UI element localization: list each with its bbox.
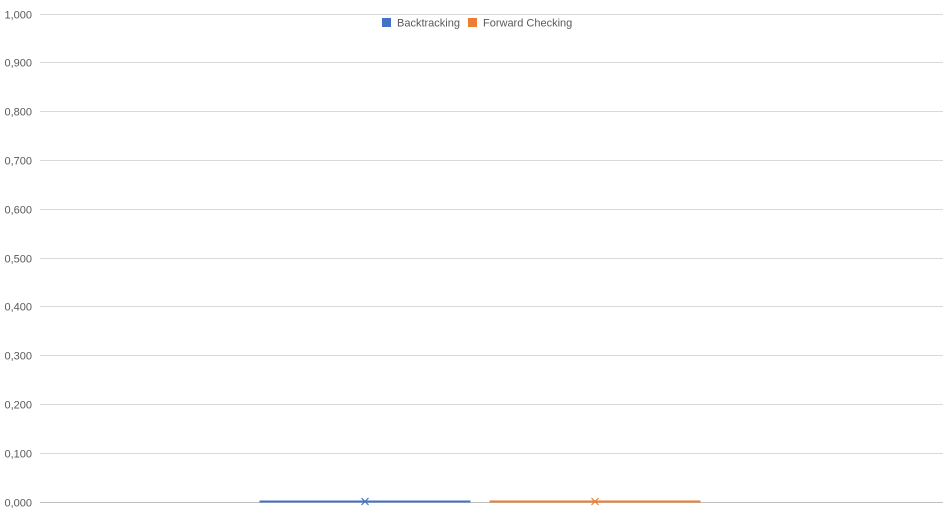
box-backtracking: [259, 497, 471, 506]
gridlines: [40, 14, 943, 503]
legend: Backtracking Forward Checking: [382, 18, 572, 30]
box-forward-checking: [489, 497, 701, 506]
y-tick-label: 0,500: [4, 254, 32, 266]
y-axis-tick-labels: 0,000 0,100 0,200 0,300 0,400 0,500 0,600 0,700…: [4, 10, 32, 510]
mean-marker: [591, 497, 599, 506]
y-tick-label: 0,600: [4, 205, 32, 217]
mean-marker: [361, 497, 369, 506]
y-tick-label: 0,400: [4, 302, 32, 314]
y-tick-label: 1,000: [4, 10, 32, 22]
y-tick-label: 0,000: [4, 498, 32, 510]
y-tick-label: 0,300: [4, 351, 32, 363]
legend-label: Forward Checking: [483, 18, 572, 30]
y-tick-label: 0,800: [4, 107, 32, 119]
legend-label: Backtracking: [397, 18, 460, 30]
legend-swatch: [468, 18, 477, 27]
y-tick-label: 0,700: [4, 156, 32, 168]
y-tick-label: 0,900: [4, 58, 32, 70]
legend-swatch: [382, 18, 391, 27]
y-tick-label: 0,200: [4, 400, 32, 412]
y-tick-label: 0,100: [4, 449, 32, 461]
data-series: [259, 497, 701, 506]
